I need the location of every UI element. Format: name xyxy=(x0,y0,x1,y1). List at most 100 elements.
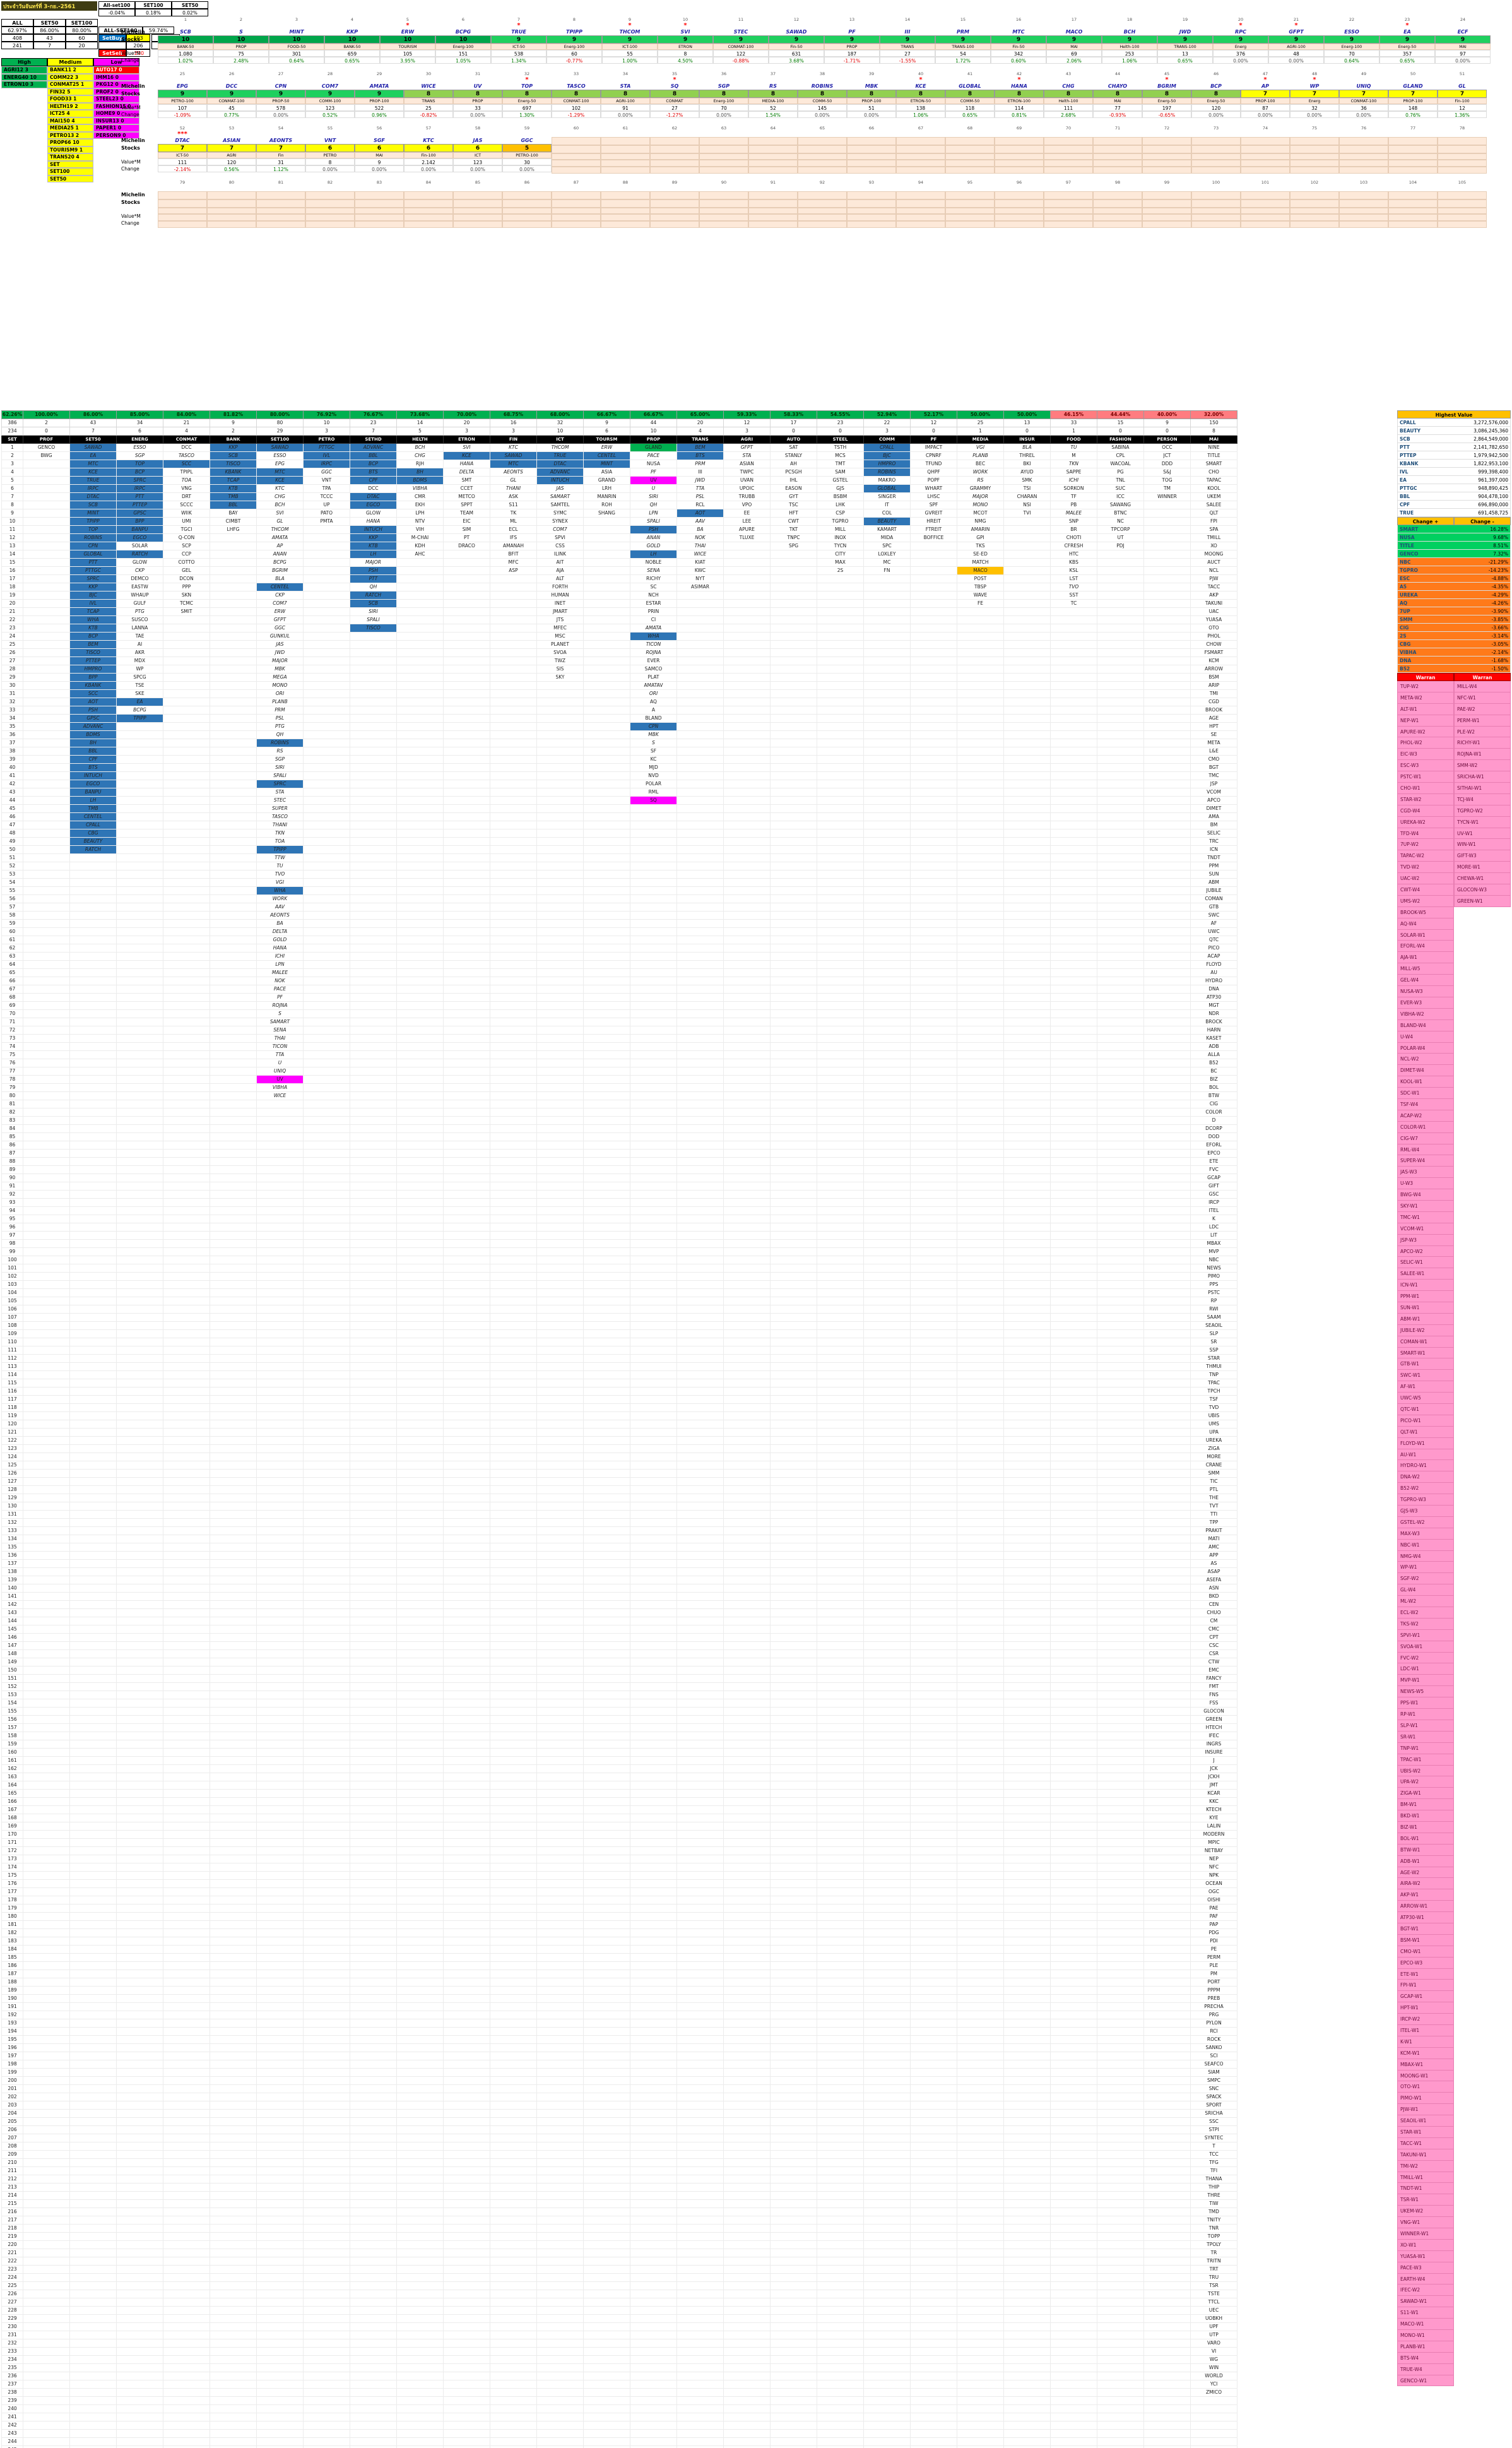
ticker-cell[interactable]: TFUND xyxy=(910,460,957,468)
empty-cell[interactable] xyxy=(163,624,210,633)
empty-cell[interactable] xyxy=(536,1510,584,1519)
empty-cell[interactable] xyxy=(1050,1321,1097,1330)
empty-cell[interactable] xyxy=(116,1502,163,1511)
ticker-cell[interactable]: UREKA xyxy=(1190,1436,1237,1445)
empty-cell[interactable] xyxy=(1143,1001,1191,1010)
empty-cell[interactable] xyxy=(536,812,584,821)
ticker-cell[interactable]: KCE xyxy=(256,476,304,485)
empty-cell[interactable] xyxy=(1143,574,1191,583)
empty-cell[interactable] xyxy=(910,1600,957,1609)
ticker-cell[interactable]: ZIGA xyxy=(1190,1444,1237,1453)
empty-cell[interactable] xyxy=(69,862,117,870)
empty-cell[interactable] xyxy=(396,1403,444,1412)
empty-cell[interactable] xyxy=(69,1231,117,1240)
empty-cell[interactable] xyxy=(676,1264,724,1273)
empty-cell[interactable] xyxy=(303,615,350,624)
empty-cell[interactable] xyxy=(1143,1100,1191,1108)
empty-cell[interactable] xyxy=(303,1165,350,1174)
empty-cell[interactable] xyxy=(210,1477,257,1486)
empty-cell[interactable] xyxy=(957,1264,1004,1273)
empty-cell[interactable] xyxy=(536,1592,584,1601)
ticker-cell[interactable]: TNL xyxy=(1097,476,1144,485)
empty-cell[interactable] xyxy=(443,1395,490,1404)
empty-cell[interactable] xyxy=(1143,1477,1191,1486)
michelin-ticker[interactable] xyxy=(207,191,256,199)
empty-cell[interactable] xyxy=(910,1067,957,1076)
empty-cell[interactable] xyxy=(1050,1354,1097,1363)
empty-cell[interactable] xyxy=(1143,599,1191,608)
empty-cell[interactable] xyxy=(770,1592,817,1601)
empty-cell[interactable] xyxy=(863,1182,911,1191)
ticker-cell[interactable]: TPA xyxy=(303,484,350,493)
empty-cell[interactable] xyxy=(1003,681,1051,690)
ticker-cell[interactable]: PSL xyxy=(676,492,724,501)
ticker-cell[interactable]: BFIT xyxy=(490,550,537,559)
empty-cell[interactable] xyxy=(910,1149,957,1158)
ticker-cell[interactable]: Q-CON xyxy=(163,533,210,542)
empty-cell[interactable] xyxy=(350,812,397,821)
empty-cell[interactable] xyxy=(1097,919,1144,928)
empty-cell[interactable] xyxy=(1097,1403,1144,1412)
empty-cell[interactable] xyxy=(676,1173,724,1182)
michelin-ticker[interactable] xyxy=(748,191,798,199)
empty-cell[interactable] xyxy=(69,936,117,944)
ticker-cell[interactable]: BEC xyxy=(957,460,1004,468)
empty-cell[interactable] xyxy=(1050,763,1097,772)
empty-cell[interactable] xyxy=(676,1280,724,1289)
empty-cell[interactable] xyxy=(1097,1288,1144,1297)
empty-cell[interactable] xyxy=(69,1149,117,1158)
ticker-cell[interactable]: ASN xyxy=(1190,1584,1237,1593)
empty-cell[interactable] xyxy=(770,1617,817,1625)
empty-cell[interactable] xyxy=(23,1108,70,1117)
ticker-cell[interactable]: PTTGC xyxy=(303,443,350,452)
empty-cell[interactable] xyxy=(1050,1403,1097,1412)
empty-cell[interactable] xyxy=(256,1469,304,1478)
ticker-cell[interactable]: QH xyxy=(630,501,677,509)
empty-cell[interactable] xyxy=(910,1165,957,1174)
empty-cell[interactable] xyxy=(303,977,350,985)
ticker-cell[interactable]: IRCP xyxy=(1190,1198,1237,1207)
empty-cell[interactable] xyxy=(770,747,817,756)
empty-cell[interactable] xyxy=(490,1247,537,1256)
empty-cell[interactable] xyxy=(443,1288,490,1297)
empty-cell[interactable] xyxy=(69,1617,117,1625)
empty-cell[interactable] xyxy=(69,1067,117,1076)
empty-cell[interactable] xyxy=(770,927,817,936)
empty-cell[interactable] xyxy=(23,476,70,485)
ticker-cell[interactable]: PMTA xyxy=(303,517,350,526)
empty-cell[interactable] xyxy=(23,1329,70,1338)
empty-cell[interactable] xyxy=(1003,591,1051,600)
empty-cell[interactable] xyxy=(256,1494,304,1502)
ticker-cell[interactable]: GOLD xyxy=(630,542,677,550)
empty-cell[interactable] xyxy=(1143,1362,1191,1371)
michelin-ticker[interactable]: PRM xyxy=(957,29,969,35)
empty-cell[interactable] xyxy=(583,1477,630,1486)
empty-cell[interactable] xyxy=(863,960,911,969)
empty-cell[interactable] xyxy=(303,1018,350,1026)
ticker-cell[interactable]: CGD xyxy=(1190,698,1237,706)
empty-cell[interactable] xyxy=(1143,853,1191,862)
empty-cell[interactable] xyxy=(583,632,630,641)
empty-cell[interactable] xyxy=(1050,796,1097,805)
empty-cell[interactable] xyxy=(1143,1280,1191,1289)
empty-cell[interactable] xyxy=(1143,1379,1191,1387)
ticker-cell[interactable]: S xyxy=(256,1009,304,1018)
empty-cell[interactable] xyxy=(1003,533,1051,542)
empty-cell[interactable] xyxy=(770,1075,817,1084)
empty-cell[interactable] xyxy=(116,763,163,772)
empty-cell[interactable] xyxy=(210,1641,257,1650)
empty-cell[interactable] xyxy=(303,1247,350,1256)
empty-cell[interactable] xyxy=(210,1469,257,1478)
empty-cell[interactable] xyxy=(396,730,444,739)
empty-cell[interactable] xyxy=(770,624,817,633)
empty-cell[interactable] xyxy=(490,1059,537,1067)
ticker-cell[interactable]: LH xyxy=(630,550,677,559)
ticker-cell[interactable]: CBG xyxy=(69,829,117,838)
empty-cell[interactable] xyxy=(23,517,70,526)
empty-cell[interactable] xyxy=(536,1050,584,1059)
empty-cell[interactable] xyxy=(396,1543,444,1552)
empty-cell[interactable] xyxy=(863,1617,911,1625)
ticker-cell[interactable]: NOBLE xyxy=(630,558,677,567)
empty-cell[interactable] xyxy=(303,1617,350,1625)
empty-cell[interactable] xyxy=(630,1338,677,1346)
